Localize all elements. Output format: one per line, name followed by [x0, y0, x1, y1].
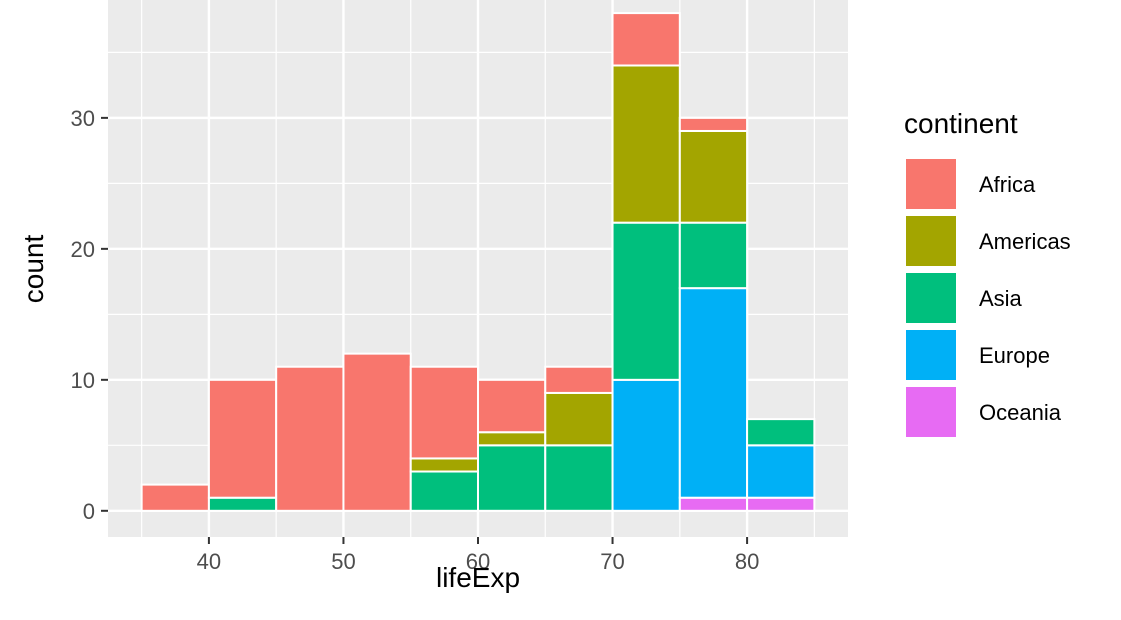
- bar-segment-africa: [207, 378, 278, 499]
- y-tick-label: 10: [71, 368, 95, 393]
- bar-segment-asia: [746, 418, 816, 447]
- legend-key: [904, 271, 958, 325]
- legend-title: continent: [904, 108, 1018, 139]
- legend-label: Americas: [979, 229, 1071, 254]
- bar-segment-africa: [477, 378, 547, 434]
- legend-label: Europe: [979, 343, 1050, 368]
- bar-segment-asia: [678, 221, 749, 290]
- bar-segment-asia: [611, 221, 681, 381]
- legend-item-americas: Americas: [904, 214, 1071, 268]
- x-tick-labels: 40 50 60 70 80: [197, 549, 760, 574]
- legend-item-africa: Africa: [904, 157, 1036, 211]
- bar-segment-americas: [611, 64, 681, 224]
- bar-segment-americas: [477, 431, 547, 447]
- legend-key: [904, 214, 958, 268]
- bar-segment-africa: [611, 12, 681, 67]
- x-tick-label: 40: [197, 549, 221, 574]
- bar-segment-oceania: [678, 496, 749, 512]
- legend-label: Oceania: [979, 400, 1062, 425]
- y-tick-label: 30: [71, 106, 95, 131]
- legend-item-asia: Asia: [904, 271, 1023, 325]
- x-axis-title: lifeExp: [436, 562, 520, 593]
- bar-segment-europe: [678, 287, 749, 499]
- bar-segment-asia: [477, 444, 547, 512]
- x-tick-label: 80: [735, 549, 759, 574]
- x-tick-label: 70: [600, 549, 624, 574]
- axis-ticks: [101, 116, 749, 544]
- bar-segment-africa: [678, 116, 749, 132]
- bar-segment-americas: [678, 129, 749, 224]
- bar-segment-africa: [544, 365, 614, 394]
- bar-segment-africa: [275, 365, 345, 512]
- y-tick-label: 20: [71, 237, 95, 262]
- legend-label: Asia: [979, 286, 1023, 311]
- legend: Africa Americas Asia Europe Oceania: [904, 157, 1071, 439]
- bar-segment-europe: [611, 378, 681, 512]
- legend-item-oceania: Oceania: [904, 385, 1062, 439]
- bar-segment-africa: [140, 483, 210, 512]
- legend-key: [904, 328, 958, 382]
- y-tick-labels: 0 10 20 30: [71, 106, 95, 524]
- bar-segment-asia: [207, 496, 278, 512]
- legend-label: Africa: [979, 172, 1036, 197]
- bar-segment-asia: [544, 444, 614, 512]
- x-tick-label: 60: [466, 549, 490, 574]
- bar-segment-europe: [746, 444, 816, 499]
- stacked-bars: [140, 12, 816, 512]
- legend-key: [904, 157, 958, 211]
- y-tick-label: 0: [83, 499, 95, 524]
- bar-segment-africa: [409, 365, 479, 460]
- legend-item-europe: Europe: [904, 328, 1050, 382]
- bar-segment-asia: [409, 470, 479, 512]
- bar-segment-americas: [409, 457, 479, 473]
- y-axis-title: count: [18, 235, 49, 304]
- legend-key: [904, 385, 958, 439]
- x-tick-label: 50: [331, 549, 355, 574]
- bar-segment-americas: [544, 391, 614, 447]
- bar-segment-oceania: [746, 496, 816, 512]
- bar-segment-africa: [342, 352, 412, 512]
